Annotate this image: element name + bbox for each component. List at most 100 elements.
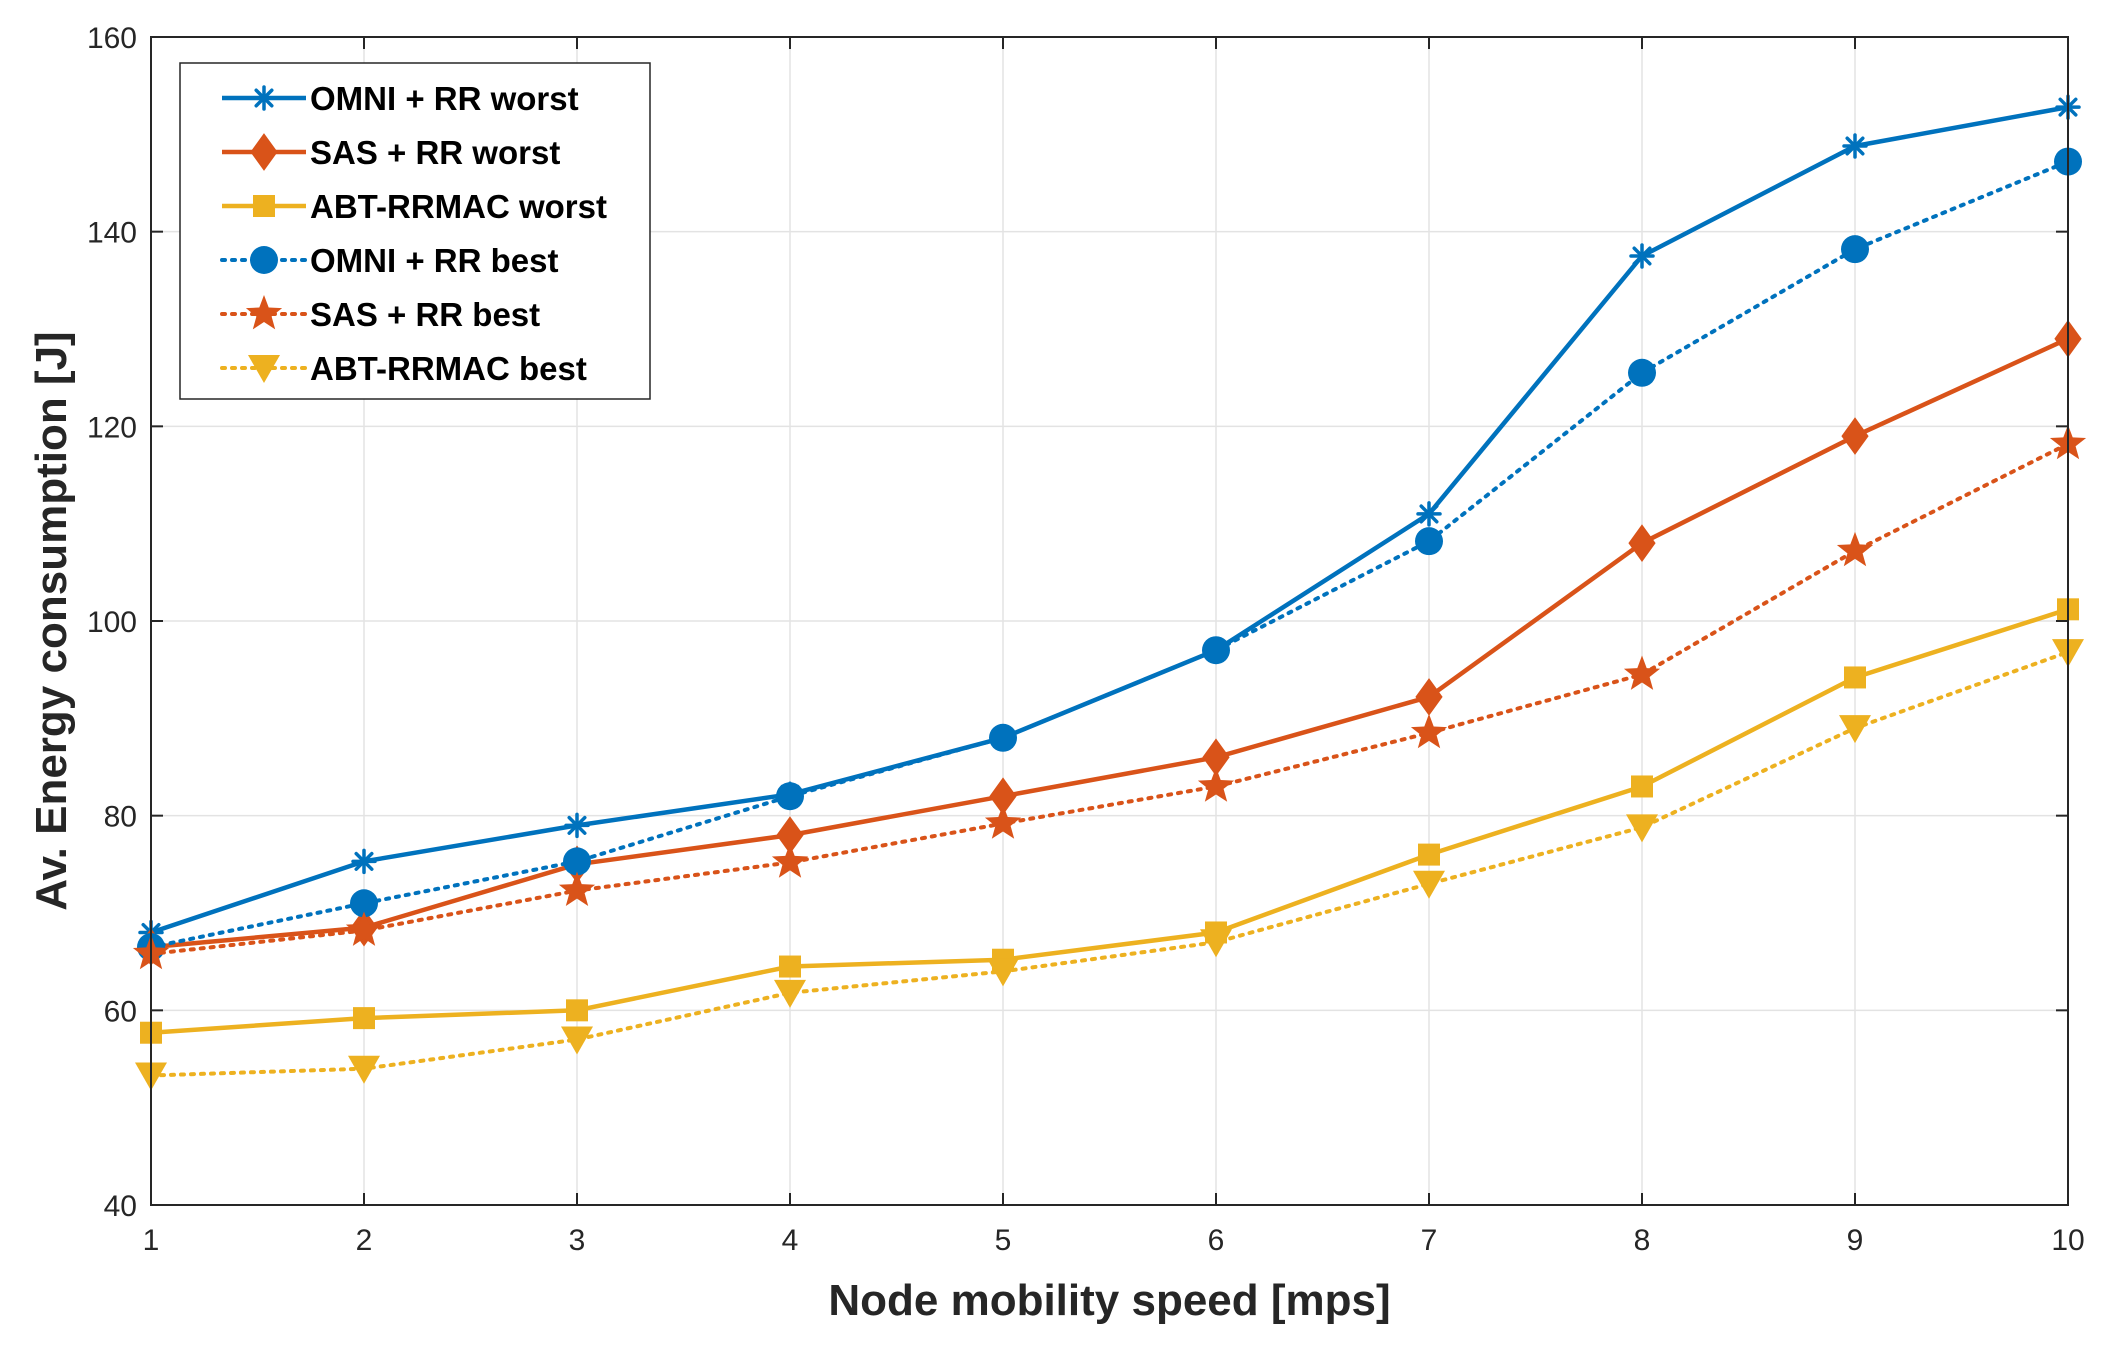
marker-shape [566,999,588,1022]
marker-shape [1197,767,1235,802]
y-tick-label: 120 [87,411,137,444]
legend-label: ABT-RRMAC worst [310,188,607,225]
y-tick-label: 100 [87,606,137,639]
legend-label: ABT-RRMAC best [310,350,587,387]
marker-shape [1202,636,1230,665]
data-point [987,958,1019,987]
series-line [149,650,2070,1078]
x-tick-label: 8 [1634,1224,1651,1257]
marker-shape [248,355,280,383]
y-tick-label: 40 [104,1190,137,1223]
legend-label: SAS + RR best [310,296,540,333]
data-point [1844,666,1866,689]
y-tick-label: 160 [87,22,137,55]
marker-shape [1200,929,1232,958]
data-point [774,979,806,1008]
marker-shape [779,955,801,978]
marker-stroke [354,851,374,871]
marker-shape [1415,527,1443,556]
marker-shape [774,979,806,1008]
legend-marker [251,85,277,111]
legend-marker [253,195,275,217]
marker-shape [563,847,591,876]
marker-shape [1839,715,1871,744]
x-tick-label: 10 [2051,1224,2084,1257]
series-line [149,159,2070,950]
data-point [1416,501,1442,527]
legend-marker [250,133,278,171]
legend-box [179,62,651,400]
marker-shape [987,958,1019,987]
data-point [561,1026,593,1055]
x-tick-label: 9 [1847,1224,1864,1257]
marker-shape [1841,235,1869,264]
data-point [351,848,377,875]
legend-marker [245,295,283,330]
marker-shape [984,804,1022,839]
series-omni-rr-best [137,147,2082,962]
series-line [149,441,2070,956]
legend-label: OMNI + RR worst [310,80,579,117]
data-point [771,843,809,878]
x-tick-label: 7 [1421,1224,1438,1257]
marker-stroke [1632,246,1652,266]
x-tick-label: 6 [1208,1224,1225,1257]
data-point [1202,636,1230,665]
legend-item: SAS + RR worst [222,133,560,171]
marker-shape [561,1026,593,1055]
marker-shape [1841,417,1869,455]
marker-shape [776,782,804,811]
series-line [150,336,2069,950]
x-axis-title: Node mobility speed [mps] [828,1276,1390,1325]
marker-shape [989,723,1017,752]
data-point [563,847,591,876]
legend: OMNI + RR worst SAS + RR worst ABT-RRMAC w… [179,62,651,400]
x-tick-label: 3 [569,1224,586,1257]
axis-ticks [150,36,2069,1206]
series-line [150,607,2069,1035]
marker-shape [1623,655,1661,690]
marker-shape [1418,843,1440,866]
data-point [566,999,588,1022]
y-axis-title: Av. Energy consumption [J] [27,331,76,910]
marker-shape [1410,713,1448,749]
legend-label: OMNI + RR best [310,242,558,279]
legend-item: ABT-RRMAC best [220,350,587,387]
data-point [1628,524,1656,562]
marker-shape [250,246,278,274]
marker-shape [1413,870,1445,899]
marker-shape [250,133,278,171]
data-point [1836,531,1874,567]
data-point [350,889,378,918]
series-abt-rrmac-worst [140,598,2079,1044]
legend-marker [248,355,280,383]
marker-stroke [254,88,274,108]
marker-stroke [567,815,587,835]
marker-shape [1836,531,1874,567]
data-point [1418,843,1440,866]
data-point [1626,814,1658,843]
data-point [1200,929,1232,958]
data-point [1841,417,1869,455]
marker-shape [345,911,383,946]
marker-shape [558,871,596,906]
legend-marker [250,246,278,274]
data-point [1839,715,1871,744]
data-point [1410,713,1448,749]
data-point [1631,775,1653,798]
marker-shape [350,889,378,918]
marker-shape [348,1055,380,1084]
data-point [353,1007,375,1030]
legend-item: ABT-RRMAC worst [222,188,607,225]
x-tick-label: 1 [143,1224,160,1257]
data-point [345,911,383,946]
legend-item: OMNI + RR best [220,242,558,279]
data-point [779,955,801,978]
legend-label: SAS + RR worst [310,134,560,171]
data-point [1629,243,1655,269]
data-point [1842,133,1868,159]
data-point [776,782,804,811]
data-point [989,723,1017,752]
data-point [1841,235,1869,264]
